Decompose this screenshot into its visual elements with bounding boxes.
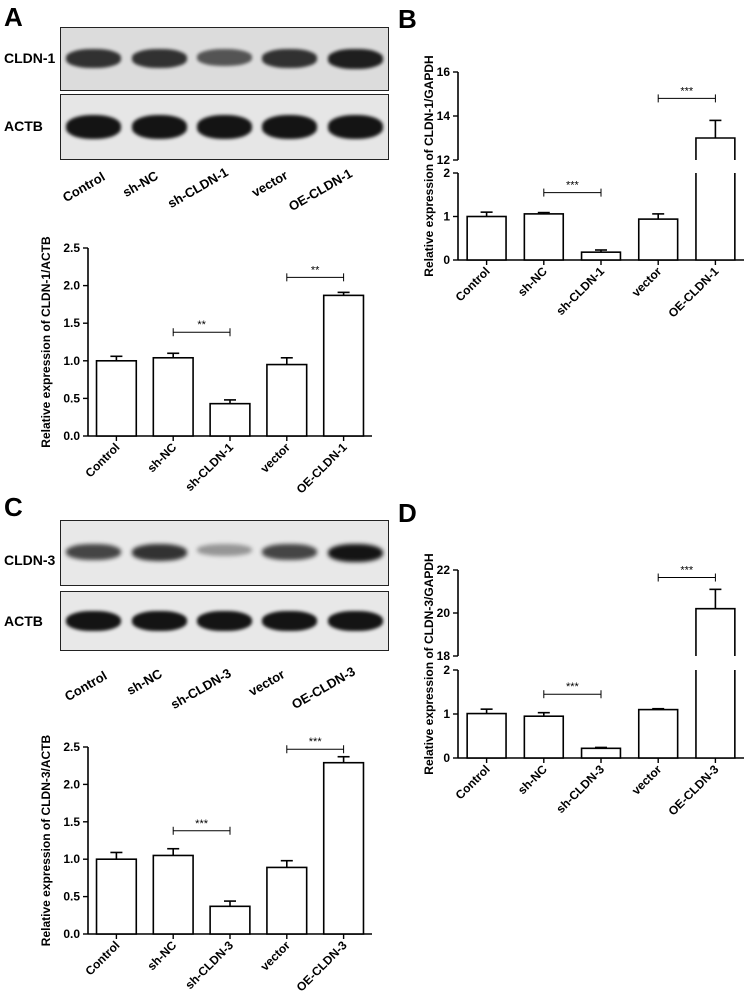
- y-tick-label: 2: [443, 663, 450, 677]
- y-tick-label: 2.5: [63, 740, 80, 754]
- bar: [523, 715, 565, 759]
- bar: [95, 359, 138, 437]
- y-tick-label: 0.5: [63, 391, 80, 405]
- y-tick-label: 0: [443, 751, 450, 765]
- bar: [637, 218, 679, 261]
- blot-band: [327, 115, 383, 139]
- blot-band: [327, 611, 383, 631]
- bar: [466, 712, 507, 759]
- y-tick-label: 1: [443, 707, 450, 721]
- y-tick-label: 0.0: [63, 927, 80, 941]
- significance-label: ***: [566, 681, 580, 693]
- bar: [95, 858, 138, 935]
- y-tick-label: 18: [437, 649, 451, 663]
- y-tick-label: 20: [437, 606, 451, 620]
- panel-letter-b: B: [398, 4, 417, 34]
- panel-letter-a: A: [4, 2, 23, 32]
- x-tick-label: sh-NC: [515, 762, 550, 797]
- y-tick-label: 0: [443, 253, 450, 267]
- blot-band: [327, 544, 383, 562]
- blot-band: [262, 115, 318, 139]
- blot-a-label-2: ACTB: [4, 118, 43, 134]
- blot-c-row-2: [60, 591, 389, 651]
- blot-a-row-2: [60, 94, 389, 160]
- significance-label: **: [197, 319, 206, 331]
- x-tick-label: sh-CLDN-3: [553, 762, 607, 816]
- y-axis-label: Relative expression of CLDN-1/ACTB: [39, 236, 53, 448]
- y-tick-label: 1.5: [63, 815, 80, 829]
- blot-band: [66, 115, 122, 139]
- y-tick-label: 14: [437, 109, 451, 123]
- blot-a-label-1: CLDN-1: [4, 50, 56, 66]
- blot-band: [197, 115, 252, 139]
- y-tick-label: 22: [437, 563, 451, 577]
- bar: [466, 215, 507, 261]
- bar: [580, 747, 622, 759]
- y-tick-label: 0.0: [63, 429, 80, 443]
- y-tick-label: 0.5: [63, 890, 80, 904]
- significance-label: ***: [309, 736, 323, 748]
- blot-c-label-2: ACTB: [4, 613, 43, 629]
- blot-c-label-1: CLDN-3: [4, 552, 56, 568]
- y-axis-label: Relative expression of CLDN-1/GAPDH: [422, 55, 436, 276]
- blot-c-row-1: [60, 520, 389, 586]
- blot-band: [262, 611, 318, 631]
- panel-letter-d: D: [398, 498, 417, 528]
- blot-band: [131, 115, 187, 139]
- y-tick-label: 2: [443, 166, 450, 180]
- significance-label: ***: [680, 565, 694, 577]
- y-tick-label: 1: [443, 210, 450, 224]
- y-axis-label: Relative expression of CLDN-3/GAPDH: [422, 553, 436, 774]
- y-tick-label: 1.0: [63, 852, 80, 866]
- significance-label: ***: [195, 818, 209, 830]
- blot-a-row-1: [60, 27, 389, 91]
- blot-band: [197, 611, 252, 631]
- x-tick-label: vector: [629, 762, 665, 798]
- bar: [322, 761, 365, 935]
- blot-band: [131, 49, 187, 68]
- panel-letter-c: C: [4, 492, 23, 522]
- y-axis-label: Relative expression of CLDN-3/ACTB: [39, 734, 53, 946]
- blot-band: [197, 544, 252, 556]
- blot-band: [197, 49, 252, 66]
- blot-band: [262, 544, 318, 560]
- x-tick-label: OE-CLDN-3: [665, 762, 721, 818]
- bar: [637, 708, 679, 759]
- blot-band: [131, 611, 187, 631]
- blot-band: [327, 49, 383, 69]
- blot-band: [66, 544, 122, 560]
- bar-lower-segment: [695, 670, 736, 759]
- blot-band: [66, 611, 122, 631]
- y-tick-label: 1.5: [63, 316, 80, 330]
- y-tick-label: 2.5: [63, 241, 80, 255]
- y-tick-label: 12: [437, 153, 451, 167]
- significance-label: ***: [680, 85, 694, 97]
- x-tick-label: Control: [453, 762, 493, 802]
- bar: [695, 607, 736, 656]
- y-tick-label: 2.0: [63, 279, 80, 293]
- blot-band: [131, 544, 187, 561]
- y-tick-label: 16: [437, 65, 451, 79]
- significance-label: ***: [566, 180, 580, 192]
- significance-label: **: [311, 264, 320, 276]
- blot-band: [66, 49, 122, 68]
- y-tick-label: 1.0: [63, 354, 80, 368]
- bar: [266, 866, 308, 935]
- y-tick-label: 2.0: [63, 777, 80, 791]
- blot-band: [262, 49, 318, 68]
